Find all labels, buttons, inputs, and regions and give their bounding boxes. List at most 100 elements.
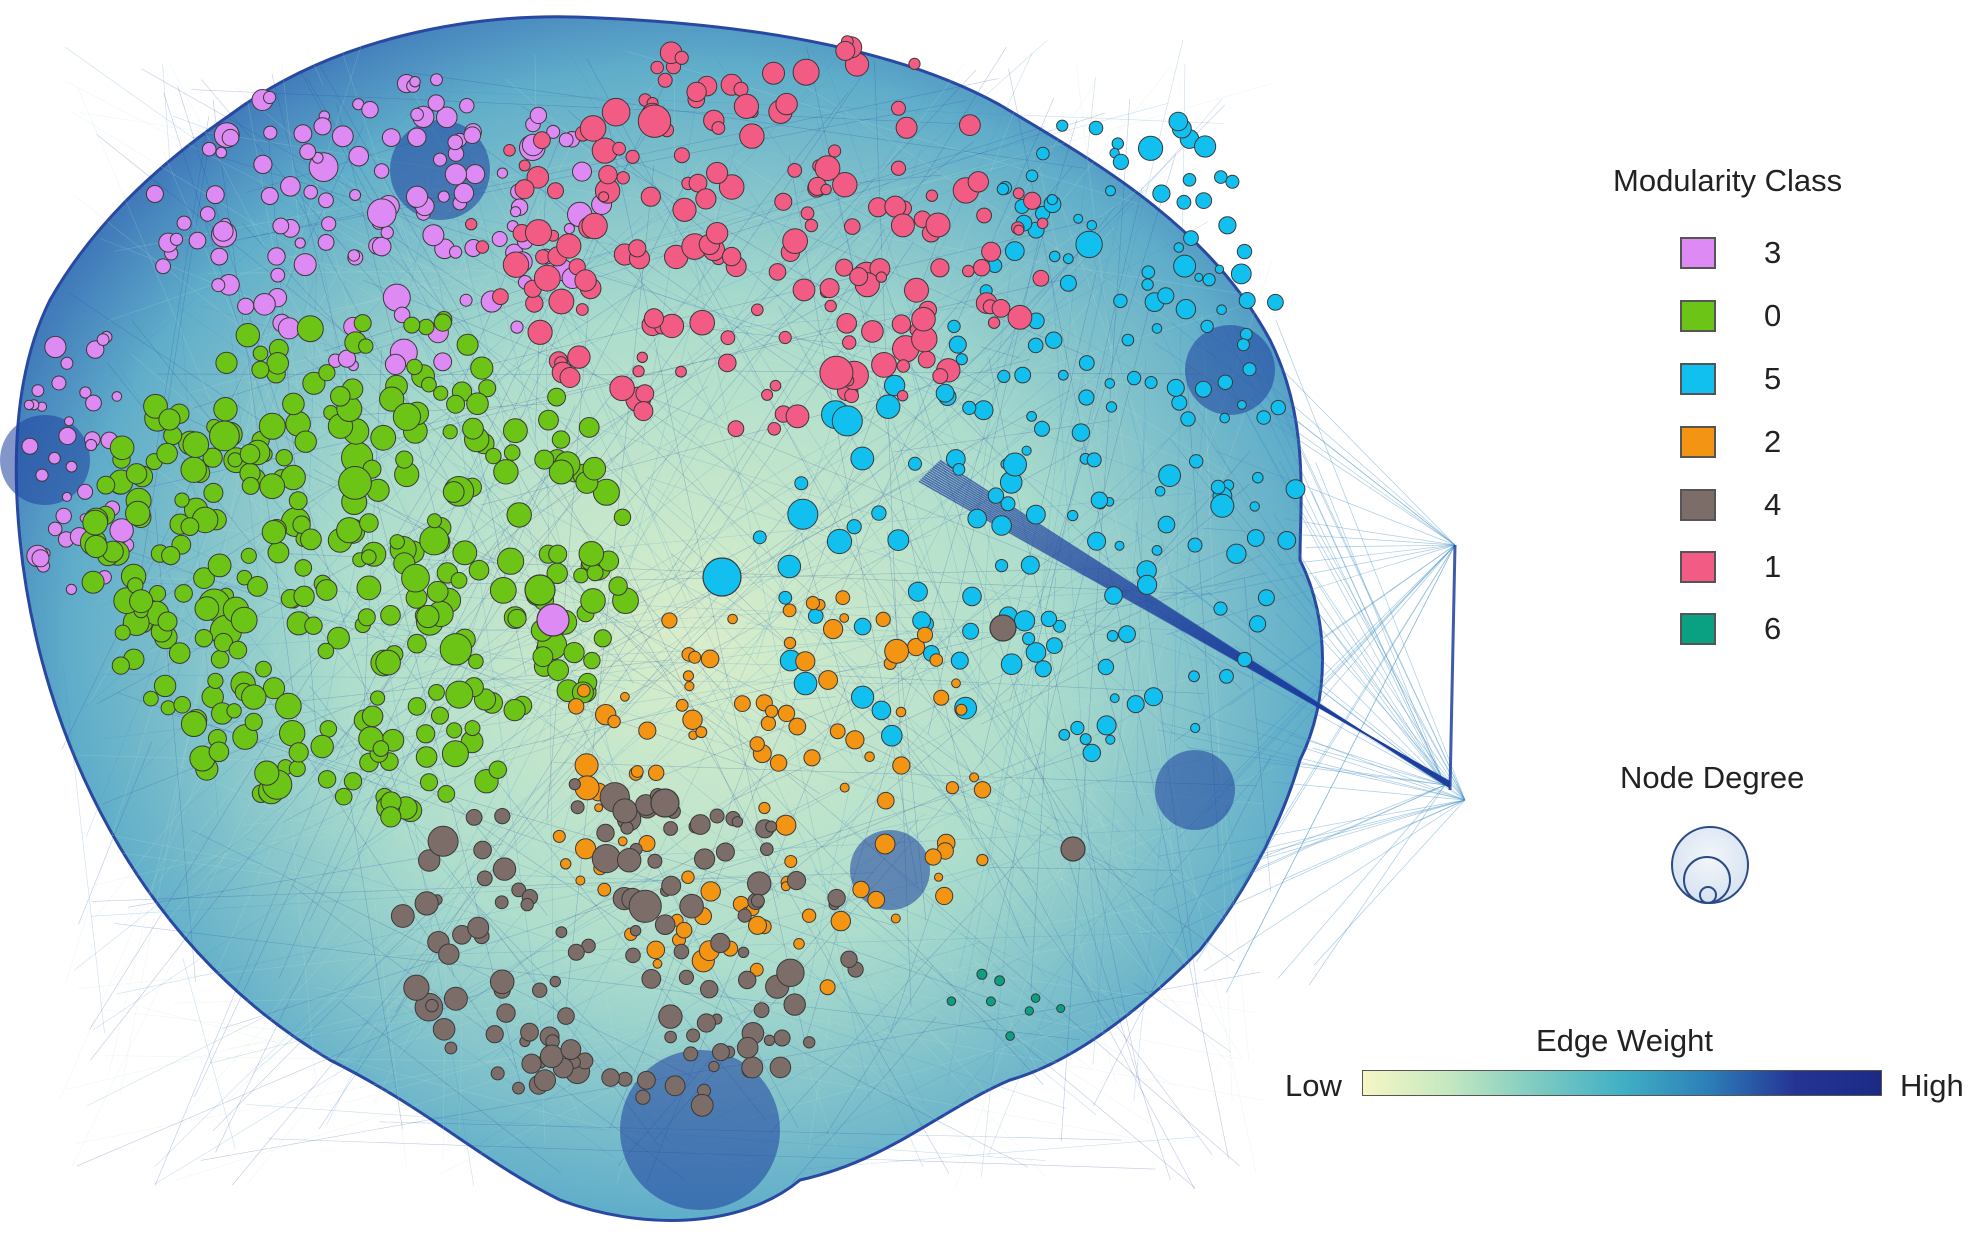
network-node bbox=[266, 352, 290, 375]
network-node bbox=[628, 239, 647, 258]
edge-line bbox=[301, 318, 757, 756]
network-node bbox=[321, 216, 337, 232]
network-node bbox=[850, 446, 875, 471]
network-node bbox=[254, 760, 280, 786]
network-node bbox=[737, 946, 750, 958]
network-node bbox=[828, 144, 842, 158]
edge-line bbox=[461, 664, 982, 906]
network-node bbox=[952, 463, 966, 476]
edge-line bbox=[1208, 544, 1456, 802]
edge-line bbox=[473, 813, 927, 1064]
edge-line bbox=[154, 186, 1150, 1167]
edge-line bbox=[1195, 544, 1456, 963]
network-node bbox=[496, 167, 508, 179]
network-node bbox=[890, 913, 901, 924]
edge-line bbox=[553, 762, 1257, 787]
network-node bbox=[819, 355, 854, 390]
edge-line bbox=[1165, 544, 1456, 636]
network-node bbox=[765, 820, 778, 833]
network-node bbox=[462, 417, 484, 440]
network-node bbox=[973, 259, 991, 277]
network-node bbox=[1238, 292, 1256, 309]
network-node bbox=[1088, 120, 1104, 136]
network-node bbox=[831, 405, 863, 437]
network-node bbox=[664, 1075, 686, 1097]
network-node bbox=[1180, 411, 1196, 427]
network-node bbox=[77, 483, 94, 500]
edge-line bbox=[1133, 399, 1206, 1102]
network-node bbox=[1106, 630, 1119, 642]
network-node bbox=[775, 814, 797, 836]
edge-line bbox=[1215, 450, 1456, 546]
network-node bbox=[96, 333, 110, 347]
edge-line bbox=[62, 493, 586, 719]
edge-line bbox=[660, 978, 1029, 1168]
legend-item: 2 bbox=[1680, 422, 1781, 462]
network-node bbox=[294, 237, 306, 249]
network-node bbox=[410, 107, 424, 122]
network-node bbox=[786, 871, 807, 891]
edge-line bbox=[570, 56, 1069, 838]
network-node bbox=[629, 925, 642, 937]
network-node bbox=[737, 908, 752, 923]
network-node bbox=[1020, 555, 1040, 575]
network-node bbox=[711, 121, 726, 135]
network-node bbox=[109, 435, 135, 461]
network-node bbox=[405, 185, 429, 208]
edge-line bbox=[1061, 206, 1168, 505]
network-node bbox=[946, 996, 957, 1007]
edge-line bbox=[505, 78, 806, 339]
edge-line bbox=[448, 183, 549, 614]
network-node bbox=[58, 426, 77, 446]
edge-line bbox=[890, 902, 934, 1033]
network-node bbox=[61, 491, 72, 502]
network-node bbox=[60, 356, 74, 370]
network-node bbox=[769, 754, 788, 772]
network-node bbox=[695, 726, 708, 739]
network-node bbox=[596, 823, 615, 843]
network-node bbox=[1195, 192, 1213, 210]
network-node bbox=[1082, 743, 1102, 763]
edge-line bbox=[728, 806, 1223, 1031]
network-node bbox=[871, 352, 897, 378]
edge-line bbox=[107, 624, 216, 1076]
network-node bbox=[976, 853, 989, 867]
edge-line bbox=[1193, 454, 1466, 801]
edge-line bbox=[804, 119, 1078, 1046]
network-node bbox=[1168, 111, 1189, 132]
network-node bbox=[1173, 254, 1197, 278]
network-node bbox=[253, 154, 273, 174]
network-node bbox=[1045, 331, 1063, 349]
network-node bbox=[267, 247, 286, 266]
edge-line bbox=[898, 313, 965, 603]
network-node bbox=[456, 333, 479, 356]
network-node bbox=[1226, 543, 1247, 564]
edge-line bbox=[346, 778, 403, 1130]
edge-line bbox=[463, 442, 777, 491]
edge-line bbox=[1260, 761, 1446, 786]
network-node bbox=[527, 319, 553, 345]
edge-line bbox=[1090, 242, 1234, 838]
network-node bbox=[1200, 319, 1214, 334]
edge-line bbox=[987, 605, 1031, 861]
network-node bbox=[213, 397, 238, 422]
network-node bbox=[79, 386, 92, 399]
edge-line bbox=[826, 965, 933, 1134]
network-node bbox=[760, 715, 777, 732]
edge-line bbox=[1312, 747, 1446, 786]
network-node bbox=[145, 185, 164, 203]
legend-swatch bbox=[1680, 363, 1716, 395]
network-node bbox=[129, 589, 154, 614]
network-node bbox=[208, 741, 230, 763]
network-node bbox=[640, 186, 661, 207]
network-node bbox=[202, 447, 223, 468]
legend-class-label: 0 bbox=[1764, 298, 1782, 333]
dense-cluster bbox=[850, 830, 930, 910]
edge-line bbox=[76, 927, 1163, 1144]
edge-line bbox=[437, 572, 1268, 766]
network-node bbox=[1202, 273, 1216, 287]
network-node bbox=[446, 394, 466, 414]
network-node bbox=[180, 711, 207, 737]
edge-line bbox=[646, 476, 1270, 683]
network-node bbox=[491, 231, 508, 247]
